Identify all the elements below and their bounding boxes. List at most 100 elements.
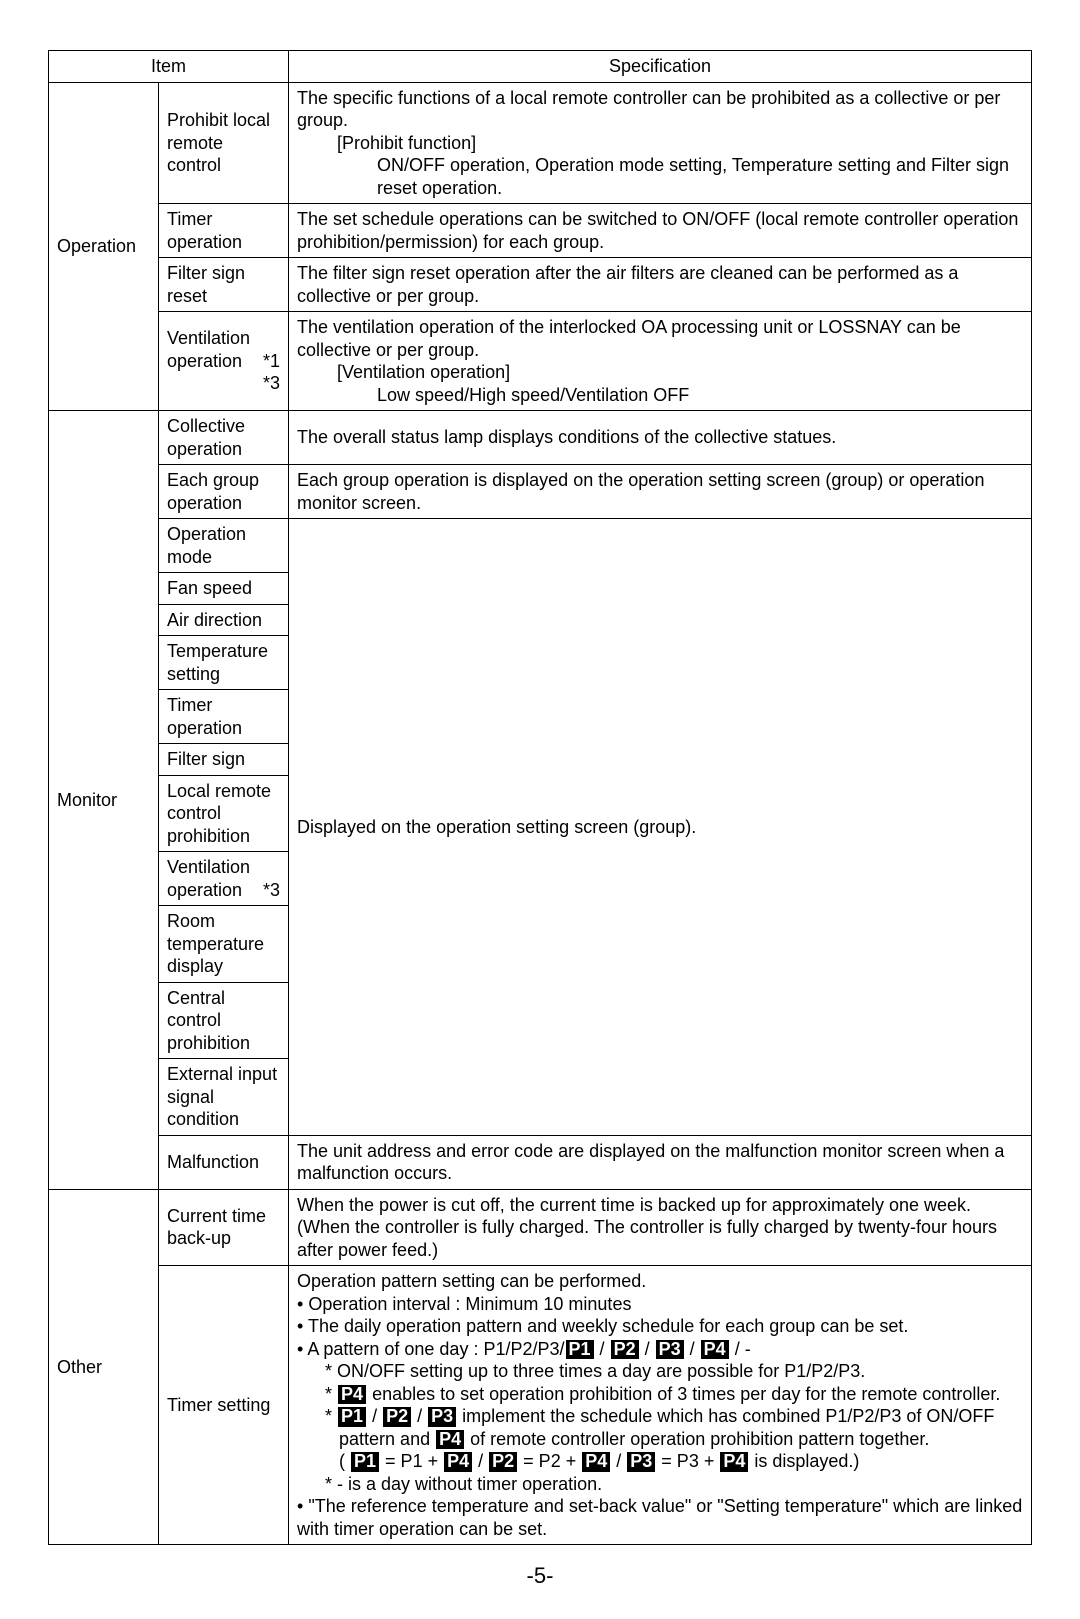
table-row: Other Current time back-up When the powe…	[49, 1189, 1032, 1266]
inverse-badge: P1	[338, 1407, 366, 1427]
text: implement the schedule which has combine…	[457, 1406, 994, 1426]
inverse-badge: P4	[436, 1430, 464, 1450]
sub-filter: Filter sign reset	[159, 258, 289, 312]
text: /	[611, 1451, 626, 1471]
inverse-badge: P4	[720, 1452, 748, 1472]
text: • A pattern of one day : P1/P2/P3/P1 / P…	[297, 1339, 751, 1359]
page: Item Specification Operation Prohibit lo…	[0, 0, 1080, 1619]
inverse-badge: P3	[428, 1407, 456, 1427]
text: *1	[263, 350, 280, 373]
table-row: Filter sign reset The filter sign reset …	[49, 258, 1032, 312]
spec-collop: The overall status lamp displays conditi…	[289, 411, 1032, 465]
text: enables to set operation prohibition of …	[367, 1384, 1000, 1404]
text: of remote controller operation prohibiti…	[465, 1429, 929, 1449]
table-row: Each group operation Each group operatio…	[49, 465, 1032, 519]
sub-malfunction: Malfunction	[159, 1135, 289, 1189]
inverse-badge: P4	[701, 1340, 729, 1360]
header-spec: Specification	[289, 51, 1032, 83]
text: • "The reference temperature and set-bac…	[297, 1496, 1022, 1539]
sub-backup: Current time back-up	[159, 1189, 289, 1266]
table-header-row: Item Specification	[49, 51, 1032, 83]
category-other: Other	[49, 1189, 159, 1545]
text: • A pattern of one day : P1/P2/P3/	[297, 1339, 565, 1359]
text: = P2 +	[518, 1451, 581, 1471]
sub-airdir: Air direction	[159, 604, 289, 636]
table-row: Ventilation operation *1 *3 The ventilati…	[49, 312, 1032, 411]
text: pattern and	[339, 1429, 435, 1449]
text: /	[473, 1451, 488, 1471]
category-monitor: Monitor	[49, 411, 159, 1190]
text: *3	[263, 879, 280, 902]
sub-filtersign: Filter sign	[159, 744, 289, 776]
spec-timerset: Operation pattern setting can be perform…	[289, 1266, 1032, 1545]
sub-localremote: Local remote control prohibition	[159, 775, 289, 852]
spec-filter: The filter sign reset operation after th…	[289, 258, 1032, 312]
inverse-badge: P4	[582, 1452, 610, 1472]
text: pattern and P4 of remote controller oper…	[297, 1428, 1023, 1451]
sub-collop: Collective operation	[159, 411, 289, 465]
text: *3	[263, 372, 280, 395]
text: * - is a day without timer operation.	[297, 1473, 1023, 1496]
table-row: Timer operation The set schedule operati…	[49, 204, 1032, 258]
sub-timerset: Timer setting	[159, 1266, 289, 1545]
sub-prohibit: Prohibit local remote control	[159, 82, 289, 204]
spec-table: Item Specification Operation Prohibit lo…	[48, 50, 1032, 1545]
spec-monitor-group: Displayed on the operation setting scree…	[289, 519, 1032, 1136]
text: Low speed/High speed/Ventilation OFF	[297, 384, 1023, 407]
text: *	[325, 1384, 337, 1404]
header-item: Item	[49, 51, 289, 83]
text: • The daily operation pattern and weekly…	[297, 1316, 908, 1336]
text: * P4 enables to set operation prohibitio…	[297, 1383, 1023, 1406]
inverse-badge: P1	[566, 1340, 594, 1360]
text: ( P1 = P1 + P4 / P2 = P2 + P4 / P3 = P3 …	[297, 1450, 1023, 1473]
sub-ventop: Ventilation operation *3	[159, 852, 289, 906]
text: operation	[167, 879, 242, 902]
text: *	[325, 1406, 337, 1426]
text: * ON/OFF setting up to three times a day…	[297, 1360, 1023, 1383]
text: Ventilation	[167, 857, 250, 877]
inverse-badge: P2	[489, 1452, 517, 1472]
inverse-badge: P4	[338, 1385, 366, 1405]
text: Ventilation	[167, 328, 250, 348]
text: * P1 / P2 / P3 implement the schedule wh…	[297, 1405, 1023, 1428]
text: Operation pattern setting can be perform…	[297, 1271, 646, 1291]
sub-fanspeed: Fan speed	[159, 573, 289, 605]
sub-central: Central control prohibition	[159, 982, 289, 1059]
text: / -	[730, 1339, 751, 1359]
table-row: Timer setting Operation pattern setting …	[49, 1266, 1032, 1545]
sub-timerop: Timer operation	[159, 204, 289, 258]
spec-timerop: The set schedule operations can be switc…	[289, 204, 1032, 258]
text: The specific functions of a local remote…	[297, 88, 1000, 131]
text: [Ventilation operation]	[297, 361, 1023, 384]
text: (	[339, 1451, 350, 1471]
table-row: Monitor Collective operation The overall…	[49, 411, 1032, 465]
text: is displayed.)	[749, 1451, 859, 1471]
inverse-badge: P2	[611, 1340, 639, 1360]
inverse-badge: P4	[444, 1452, 472, 1472]
table-row: Operation Prohibit local remote control …	[49, 82, 1032, 204]
sub-roomtemp: Room temperature display	[159, 906, 289, 983]
spec-malfunction: The unit address and error code are disp…	[289, 1135, 1032, 1189]
text: The ventilation operation of the interlo…	[297, 317, 961, 360]
text: = P1 +	[380, 1451, 443, 1471]
page-number: -5-	[48, 1563, 1032, 1589]
table-row: Operation mode Displayed on the operatio…	[49, 519, 1032, 573]
text: operation	[167, 350, 242, 373]
sub-external: External input signal condition	[159, 1059, 289, 1136]
sub-temp: Temperature setting	[159, 636, 289, 690]
inverse-badge: P1	[351, 1452, 379, 1472]
text: ON/OFF operation, Operation mode setting…	[297, 154, 1023, 199]
inverse-badge: P3	[656, 1340, 684, 1360]
inverse-badge: P2	[383, 1407, 411, 1427]
sub-vent: Ventilation operation *1 *3	[159, 312, 289, 411]
sub-eachgroup: Each group operation	[159, 465, 289, 519]
text: [Prohibit function]	[297, 132, 1023, 155]
category-operation: Operation	[49, 82, 159, 411]
text: • Operation interval : Minimum 10 minute…	[297, 1294, 631, 1314]
spec-eachgroup: Each group operation is displayed on the…	[289, 465, 1032, 519]
spec-vent: The ventilation operation of the interlo…	[289, 312, 1032, 411]
text: = P3 +	[656, 1451, 719, 1471]
inverse-badge: P3	[627, 1452, 655, 1472]
table-row: Malfunction The unit address and error c…	[49, 1135, 1032, 1189]
sub-opmode: Operation mode	[159, 519, 289, 573]
